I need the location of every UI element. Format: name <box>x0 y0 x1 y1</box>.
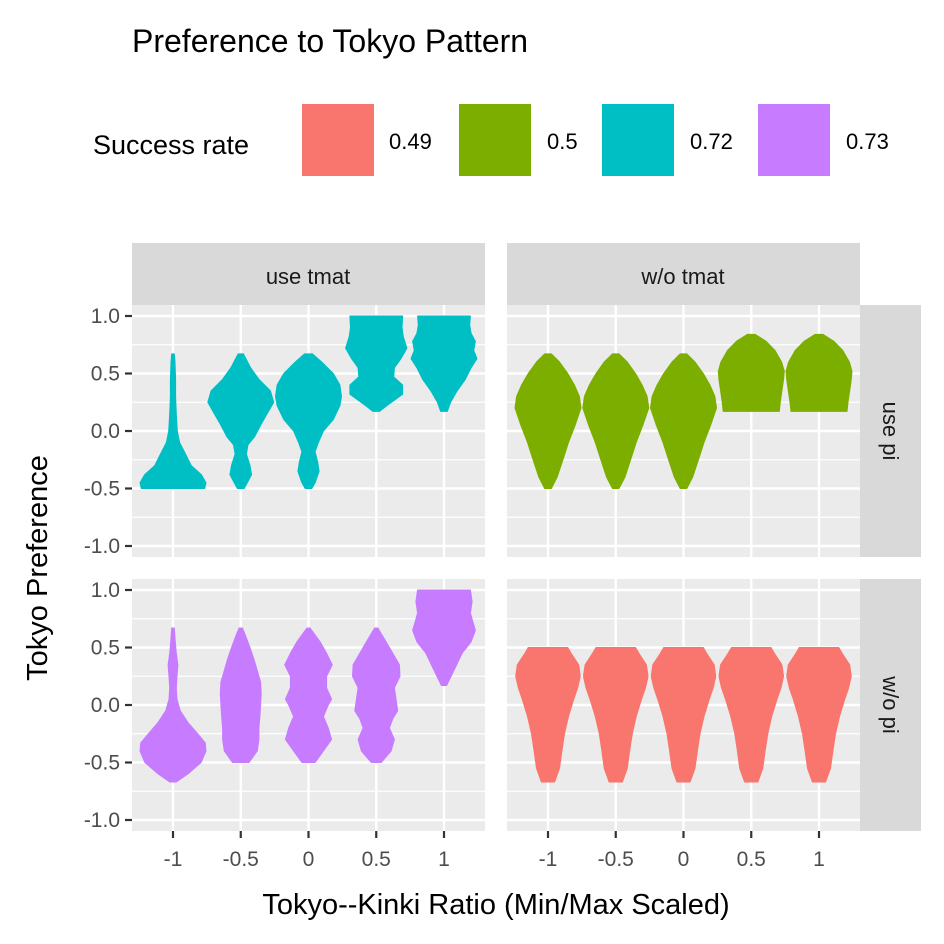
violin-0.49-x-0.5 <box>582 647 649 783</box>
violin-0.72-x-0.5 <box>207 353 275 489</box>
x-axis-title: Tokyo--Kinki Ratio (Min/Max Scaled) <box>262 889 729 921</box>
legend-label-0.72: 0.72 <box>690 129 733 154</box>
violin-0.72-x0 <box>275 353 342 489</box>
violin-0.72-x-1 <box>139 353 207 489</box>
violin-0.73-x0 <box>284 627 333 763</box>
x-tick-label: 0.5 <box>737 848 766 871</box>
y-axis-title: Tokyo Preference <box>22 455 54 681</box>
y-tick-label: 0.0 <box>91 694 120 717</box>
legend-swatch-0.73 <box>758 104 830 176</box>
violin-0.49-x1 <box>786 647 852 783</box>
violin-0.49-x0 <box>650 647 717 783</box>
legend-label-0.49: 0.49 <box>389 129 432 154</box>
violin-0.49-x0.5 <box>718 647 785 783</box>
violin-0.73-x-1 <box>139 627 207 783</box>
y-tick-label: 1.0 <box>91 579 120 602</box>
legend-swatch-0.72 <box>602 104 674 176</box>
strip-row-wo-pi <box>860 579 921 831</box>
axes: 1.0 0.5 0.0 -0.5 -1.0 1.0 0.5 0.0 -0.5 -1.0 -1 -0.5… <box>84 305 825 871</box>
panel-use-tmat-use-pi <box>132 305 485 557</box>
violin-0.73-x1 <box>412 589 476 686</box>
strip-col-wo-tmat <box>507 243 860 305</box>
violin-0.49-x-1 <box>515 647 581 783</box>
violin-0.5-x0 <box>650 353 717 489</box>
strip-label-wo-tmat: w/o tmat <box>640 264 724 289</box>
violin-group <box>139 315 478 489</box>
legend-label-0.73: 0.73 <box>846 129 889 154</box>
x-tick-label: 1 <box>813 848 825 871</box>
legend-title: Success rate <box>93 130 249 160</box>
y-tick-label: -0.5 <box>84 752 120 775</box>
violin-group <box>515 647 852 783</box>
panel-wo-tmat-use-pi <box>507 305 860 557</box>
panel-use-tmat-wo-pi <box>132 579 485 831</box>
violin-0.5-x-1 <box>514 353 582 489</box>
y-tick-label: -1.0 <box>84 535 120 558</box>
x-tick-label: -1 <box>539 848 558 871</box>
strip-row-use-pi <box>860 305 921 557</box>
x-tick-label: -1 <box>164 848 183 871</box>
x-tick-label: 0 <box>303 848 315 871</box>
strip-label-use-pi: use pi <box>878 402 903 461</box>
legend: Success rate 0.49 0.5 0.72 0.73 <box>93 104 889 176</box>
chart-title: Preference to Tokyo Pattern <box>132 23 528 59</box>
violin-0.5-x0.5 <box>717 333 785 412</box>
strip-label-use-tmat: use tmat <box>266 264 350 289</box>
legend-swatch-0.49 <box>302 104 374 176</box>
y-tick-label: 1.0 <box>91 305 120 328</box>
violin-0.5-x1 <box>785 333 853 412</box>
strip-col-use-tmat <box>132 243 485 305</box>
y-tick-label: 0.5 <box>91 637 120 660</box>
legend-label-0.5: 0.5 <box>547 129 578 154</box>
y-tick-label: -1.0 <box>84 809 120 832</box>
violin-0.72-x0.5 <box>345 315 408 412</box>
strip-label-wo-pi: w/o pi <box>878 675 903 733</box>
violin-0.73-x-0.5 <box>219 627 262 763</box>
y-tick-label: 0.0 <box>91 420 120 443</box>
violin-0.73-x0.5 <box>352 627 401 763</box>
violin-group <box>139 589 476 783</box>
x-tick-label: 0.5 <box>362 848 391 871</box>
violin-0.72-x1 <box>410 315 478 412</box>
y-tick-label: -0.5 <box>84 478 120 501</box>
panel-wo-tmat-wo-pi <box>507 579 860 831</box>
legend-swatch-0.5 <box>459 104 531 176</box>
x-tick-label: -0.5 <box>223 848 259 871</box>
x-tick-label: 1 <box>438 848 450 871</box>
y-tick-label: 0.5 <box>91 363 120 386</box>
x-tick-label: 0 <box>678 848 690 871</box>
violin-0.5-x-0.5 <box>582 353 650 489</box>
x-tick-label: -0.5 <box>598 848 634 871</box>
violin-group <box>514 333 853 489</box>
